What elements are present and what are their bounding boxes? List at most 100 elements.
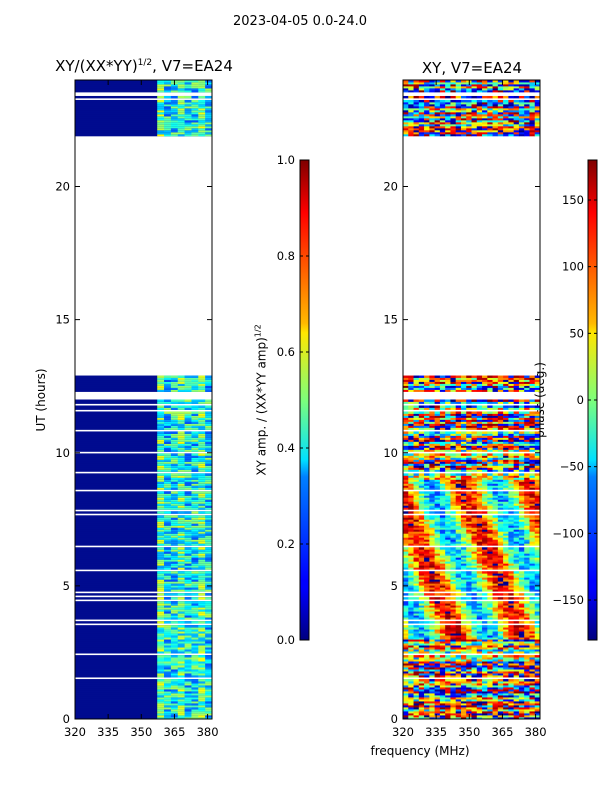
- phase-cell: [455, 437, 462, 440]
- amp-cell: [205, 627, 213, 630]
- phase-cell: [450, 607, 456, 610]
- amp-cell: [184, 617, 192, 620]
- phase-cell: [455, 707, 462, 710]
- phase-cell: [534, 549, 541, 552]
- amp-cell: [184, 511, 192, 514]
- phase-cell: [455, 657, 462, 660]
- phase-cell: [513, 551, 520, 554]
- phase-cell: [497, 611, 504, 614]
- amp-cell: [164, 455, 172, 458]
- phase-cell: [439, 559, 446, 562]
- phase-cell: [418, 655, 425, 658]
- phase-cell: [503, 601, 509, 604]
- amp-cell: [170, 457, 179, 460]
- phase-cell: [476, 615, 483, 618]
- amp-cell: [164, 581, 172, 584]
- phase-cell: [487, 469, 493, 472]
- amp-cell: [205, 447, 213, 450]
- phase-cell: [534, 603, 541, 606]
- phase-cell: [418, 541, 425, 544]
- phase-cell: [476, 455, 483, 458]
- phase-cell: [418, 635, 425, 638]
- phase-cell: [403, 565, 409, 568]
- phase-cell: [450, 641, 456, 644]
- amp-cell: [170, 487, 179, 490]
- phase-cell: [466, 661, 472, 664]
- amp-row: [75, 659, 212, 662]
- phase-cell: [492, 601, 499, 604]
- amp-cell: [184, 463, 192, 466]
- phase-cell: [513, 657, 520, 660]
- phase-cell: [424, 575, 430, 578]
- phase-cell: [497, 505, 504, 508]
- amp-cell: [198, 453, 206, 456]
- phase-cell: [466, 641, 472, 644]
- phase-cell: [403, 465, 409, 468]
- phase-cell: [534, 437, 541, 440]
- amp-cell: [191, 585, 199, 588]
- phase-cell: [408, 717, 414, 720]
- amp-cell: [157, 621, 165, 624]
- amp-cell: [177, 407, 185, 410]
- amp-row: [75, 589, 212, 592]
- phase-cell: [450, 543, 456, 546]
- phase-cell: [482, 431, 488, 434]
- phase-cell: [487, 697, 493, 700]
- phase-cell: [534, 631, 541, 634]
- phase-cell: [482, 461, 488, 464]
- phase-cell: [508, 665, 514, 668]
- phase-cell: [471, 457, 478, 460]
- amp-cell: [157, 707, 165, 710]
- phase-cell: [513, 585, 520, 588]
- phase-cell: [403, 629, 409, 632]
- right-panel-title: XY, V7=EA24: [421, 59, 523, 77]
- amp-cell: [164, 549, 172, 552]
- amp-cell: [157, 651, 165, 654]
- phase-cell: [413, 547, 420, 550]
- amp-cell: [157, 607, 165, 610]
- phase-cell: [529, 691, 536, 694]
- phase-cell: [434, 525, 441, 528]
- amp-cell: [198, 535, 206, 538]
- phase-cell: [476, 469, 483, 472]
- phase-cell: [476, 445, 483, 448]
- amp-cell: [191, 511, 199, 514]
- amp-cell: [157, 501, 165, 504]
- amp-cell: [191, 693, 199, 696]
- phase-cell: [439, 437, 446, 440]
- amp-cell: [184, 665, 192, 668]
- phase-cell: [460, 627, 467, 630]
- amp-cell: [177, 527, 185, 530]
- phase-cell: [455, 567, 462, 570]
- amp-cell: [157, 577, 165, 580]
- amp-row: [75, 687, 212, 690]
- phase-cell: [524, 495, 530, 498]
- amp-cell: [177, 661, 185, 664]
- phase-cell: [403, 517, 409, 520]
- phase-cell: [466, 499, 472, 502]
- amp-cell: [177, 689, 185, 692]
- phase-cell: [408, 517, 414, 520]
- phase-cell: [466, 707, 472, 710]
- phase-cell: [518, 649, 525, 652]
- amp-cell: [191, 637, 199, 640]
- phase-cell: [403, 707, 409, 710]
- phase-cell: [534, 621, 541, 624]
- amp-cell: [198, 407, 206, 410]
- phase-cell: [403, 443, 409, 446]
- phase-cell: [487, 607, 493, 610]
- amp-cell: [198, 461, 206, 464]
- phase-cell: [413, 435, 420, 438]
- phase-cell: [403, 461, 409, 464]
- phase-cell: [518, 435, 525, 438]
- phase-cell: [418, 605, 425, 608]
- amp-cell: [170, 111, 179, 115]
- amp-cell: [177, 537, 185, 540]
- phase-cell: [450, 659, 456, 662]
- phase-cell: [492, 447, 499, 450]
- phase-cell: [403, 675, 409, 678]
- phase-cell: [529, 447, 536, 450]
- phase-cell: [450, 701, 456, 704]
- phase-cell: [429, 583, 435, 586]
- phase-cell: [513, 665, 520, 668]
